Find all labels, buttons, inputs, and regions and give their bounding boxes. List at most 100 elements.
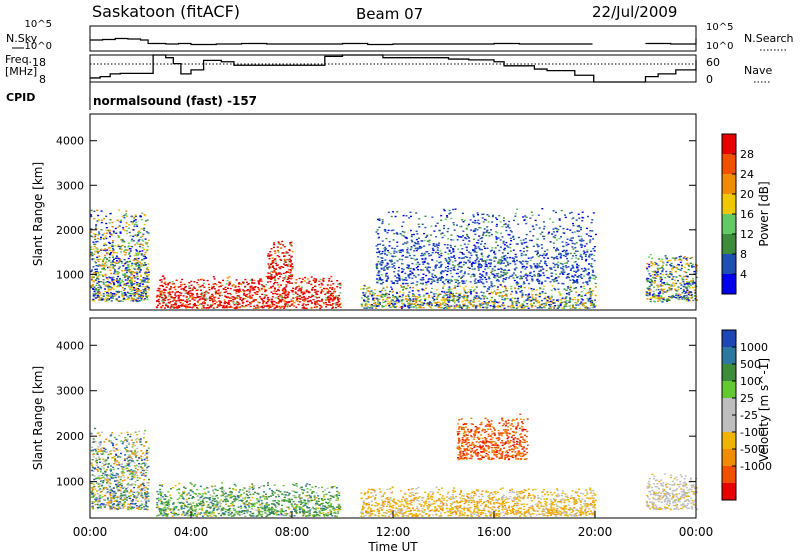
range-cell [415,230,418,232]
range-cell [652,290,655,293]
range-cell [482,306,485,309]
range-cell [538,227,541,229]
range-cell [496,286,499,288]
range-cell [537,275,540,277]
range-cell [485,219,488,221]
range-cell [677,259,680,261]
range-cell [224,301,226,303]
range-cell [649,297,652,299]
range-cell [552,258,555,260]
range-cell [390,302,393,305]
range-cell [128,231,131,234]
range-cell [473,288,476,291]
range-cell [234,285,237,287]
power-ytick-label: 2000 [56,224,84,237]
range-cell [655,288,658,291]
range-cell [127,245,130,247]
range-cell [273,270,276,272]
range-cell [177,294,180,297]
range-cell [572,305,574,308]
range-cell [473,262,476,264]
range-cell [119,245,122,248]
range-cell [443,294,446,297]
range-cell [547,296,550,298]
range-cell [144,255,147,258]
range-cell [502,281,505,283]
range-cell [386,262,389,264]
range-cell [488,215,491,217]
range-cell [531,214,534,217]
range-cell [179,298,182,301]
range-cell [416,297,418,300]
range-cell [474,228,477,230]
range-cell [266,305,269,308]
range-cell [136,225,139,227]
range-cell [396,296,399,298]
range-cell [554,269,557,272]
range-cell [676,290,679,292]
range-cell [391,255,394,257]
range-cell [589,295,592,297]
range-cell [578,217,581,219]
range-cell [457,283,460,285]
range-cell [135,257,138,260]
range-cell [680,296,683,298]
range-cell [286,302,289,304]
range-cell [424,298,427,300]
range-cell [666,274,669,276]
range-cell [543,238,546,240]
range-cell [123,241,126,243]
range-cell [477,281,480,283]
range-cell [314,296,317,298]
range-cell [254,299,257,301]
range-cell [275,262,278,265]
range-cell [395,300,398,302]
range-cell [373,299,376,302]
range-cell [306,300,309,303]
range-cell [470,291,473,293]
power-cbar-step [722,274,736,295]
range-cell [137,240,140,242]
range-cell [547,277,550,279]
range-cell [493,275,496,277]
range-cell [469,276,472,278]
range-cell [447,253,450,255]
range-cell [106,284,109,287]
range-cell [284,290,287,292]
range-cell [328,301,331,304]
range-cell [128,279,130,282]
range-cell [287,263,290,265]
range-cell [274,281,276,284]
range-cell [325,306,328,308]
power-ytick-label: 1000 [56,268,84,281]
range-cell [502,302,505,304]
range-cell [473,244,476,246]
range-cell [188,303,191,305]
range-cell [218,286,221,288]
range-cell [275,268,278,270]
range-cell [332,283,335,285]
range-cell [504,272,507,274]
range-cell [106,281,109,283]
range-cell [276,264,279,266]
range-cell [485,264,488,266]
range-cell [524,238,527,240]
range-cell [412,300,415,302]
range-cell [99,271,102,273]
range-cell [446,270,449,272]
range-cell [136,283,139,286]
range-cell [578,239,581,241]
range-cell [291,266,294,268]
range-cell [558,253,560,256]
range-cell [573,261,576,264]
range-cell [554,264,557,266]
range-cell [332,306,334,308]
range-cell [96,296,99,299]
range-cell [532,225,534,228]
range-cell [228,292,231,295]
range-cell [404,305,407,307]
range-cell [666,299,669,301]
range-cell [161,284,164,287]
range-cell [141,235,144,237]
range-cell [390,300,393,302]
